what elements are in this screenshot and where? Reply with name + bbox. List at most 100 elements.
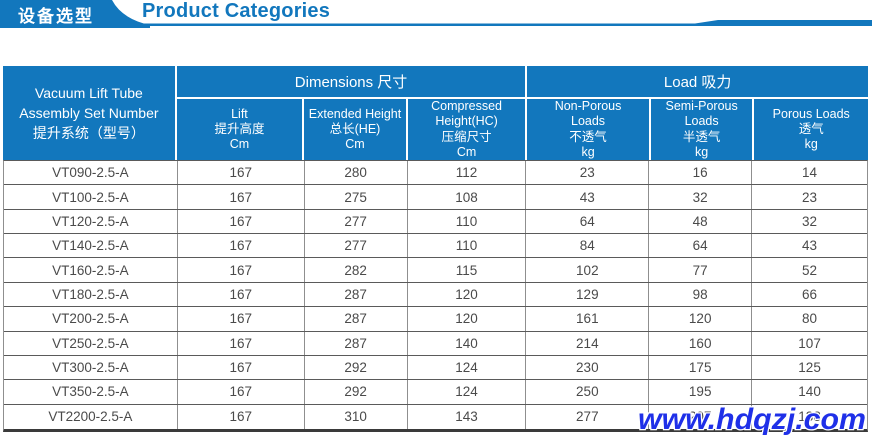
table-row: VT2200-2.5-A 167 310 143 277 207 138: [4, 404, 867, 429]
model-cell: VT250-2.5-A: [4, 331, 178, 355]
value-cell: 277: [305, 234, 408, 258]
value-cell: 277: [305, 209, 408, 234]
value-cell: 161: [526, 307, 650, 331]
value-cell: 23: [802, 189, 818, 205]
value-cell: 214: [526, 331, 650, 355]
value-cell: 292: [305, 380, 408, 404]
value-cell: 175: [649, 355, 753, 380]
value-cell: 52: [802, 262, 818, 278]
model-cell: VT090-2.5-A: [4, 161, 178, 185]
model-cell: VT200-2.5-A: [4, 307, 178, 331]
value-cell: 102: [526, 258, 650, 282]
table-row: VT250-2.5-A 167 287 140 214 160 107: [4, 331, 867, 356]
value-cell: 120: [649, 307, 753, 331]
value-cell: 287: [305, 282, 408, 307]
table-row: VT100-2.5-A 167 275 108 43 32 23: [4, 185, 867, 210]
table-header: Vacuum Lift Tube Assembly Set Number 提升系…: [3, 66, 868, 160]
value-cell: 277: [526, 404, 650, 429]
value-cell: 167: [178, 161, 305, 185]
page-header: 设备选型 Product Categories: [0, 0, 872, 34]
value-cell: 282: [305, 258, 408, 282]
value-cell: 287: [305, 307, 408, 331]
value-cell: 120: [408, 307, 527, 331]
page-title: Product Categories: [142, 0, 331, 22]
table-row: VT140-2.5-A 167 277 110 84 64 43: [4, 234, 867, 259]
value-cell: 230: [526, 355, 650, 380]
table-row: VT350-2.5-A 167 292 124 250 195 140: [4, 380, 867, 405]
value-cell: 207: [649, 404, 753, 429]
table-row: VT120-2.5-A 167 277 110 64 48 32: [4, 209, 867, 235]
value-cell: 167: [178, 185, 305, 209]
model-cell: VT140-2.5-A: [4, 234, 178, 258]
value-cell: 14: [802, 165, 818, 181]
value-cell: 140: [408, 331, 527, 355]
value-cell: 64: [649, 234, 753, 258]
value-cell: 195: [649, 380, 753, 404]
column-header-model: Vacuum Lift Tube Assembly Set Number 提升系…: [3, 66, 175, 160]
column-header-lift: Lift 提升高度 Cm: [176, 99, 303, 160]
value-cell: 124: [408, 380, 527, 404]
column-header-extended-height: Extended Height 总长(HE) Cm: [304, 99, 406, 160]
value-cell: 43: [802, 238, 818, 254]
value-cell: 64: [526, 209, 650, 234]
value-cell: 115: [408, 258, 527, 282]
value-cell: 125: [798, 360, 821, 376]
column-header-semi-porous-loads: Semi-Porous Loads 半透气 kg: [650, 99, 753, 160]
table-row: VT090-2.5-A 167 280 112 23 16 14: [4, 161, 867, 186]
model-cell: VT300-2.5-A: [4, 355, 178, 380]
value-cell: 43: [526, 185, 650, 209]
watermark: www.hdqzj.com: [637, 402, 868, 438]
value-cell: 48: [649, 209, 753, 234]
group-header-load: Load 吸力: [527, 66, 868, 97]
value-cell: 77: [649, 258, 753, 282]
model-cell: VT2200-2.5-A: [4, 404, 178, 429]
value-cell: 23: [526, 161, 650, 185]
table-row: VT180-2.5-A 167 287 120 129 98 66: [4, 282, 867, 308]
value-cell: 138: [798, 409, 821, 425]
section-badge: 设备选型: [18, 6, 94, 26]
value-cell: 167: [178, 209, 305, 234]
spec-table: Vacuum Lift Tube Assembly Set Number 提升系…: [3, 66, 868, 432]
value-cell: 167: [178, 234, 305, 258]
value-cell: 16: [649, 161, 753, 185]
value-cell: 140: [798, 384, 821, 400]
value-cell: 275: [305, 185, 408, 209]
value-cell: 143: [408, 404, 527, 429]
value-cell: 32: [649, 185, 753, 209]
model-cell: VT120-2.5-A: [4, 209, 178, 234]
value-cell: 80: [802, 311, 818, 327]
value-cell: 167: [178, 404, 305, 429]
value-cell: 287: [305, 331, 408, 355]
value-cell: 292: [305, 355, 408, 380]
value-cell: 167: [178, 331, 305, 355]
value-cell: 98: [649, 282, 753, 307]
value-cell: 124: [408, 355, 527, 380]
table-row: VT160-2.5-A 167 282 115 102 77 52: [4, 258, 867, 283]
value-cell: 129: [526, 282, 650, 307]
value-cell: 250: [526, 380, 650, 404]
value-cell: 167: [178, 307, 305, 331]
table-body: VT090-2.5-A 167 280 112 23 16 14 VT100-2.5-A 167…: [3, 160, 868, 432]
table-row: VT300-2.5-A 167 292 124 230 175 125: [4, 355, 867, 381]
value-cell: 110: [408, 234, 527, 258]
value-cell: 108: [408, 185, 527, 209]
value-cell: 280: [305, 161, 408, 185]
value-cell: 160: [649, 331, 753, 355]
group-header-dimensions: Dimensions 尺寸: [176, 66, 526, 97]
value-cell: 167: [178, 258, 305, 282]
column-header-porous-loads: Porous Loads 透气 kg: [754, 99, 868, 160]
column-header-compressed-height: Compressed Height(HC) 压缩尺寸 Cm: [407, 99, 526, 160]
column-header-non-porous-loads: Non-Porous Loads 不透气 kg: [527, 99, 649, 160]
model-cell: VT100-2.5-A: [4, 185, 178, 209]
model-cell: VT160-2.5-A: [4, 258, 178, 282]
value-cell: 112: [408, 161, 527, 185]
model-cell: VT180-2.5-A: [4, 282, 178, 307]
value-cell: 167: [178, 355, 305, 380]
value-cell: 110: [408, 209, 527, 234]
value-cell: 66: [802, 286, 818, 302]
table-row: VT200-2.5-A 167 287 120 161 120 80: [4, 307, 867, 332]
value-cell: 310: [305, 404, 408, 429]
model-cell: VT350-2.5-A: [4, 380, 178, 404]
value-cell: 107: [798, 335, 821, 351]
